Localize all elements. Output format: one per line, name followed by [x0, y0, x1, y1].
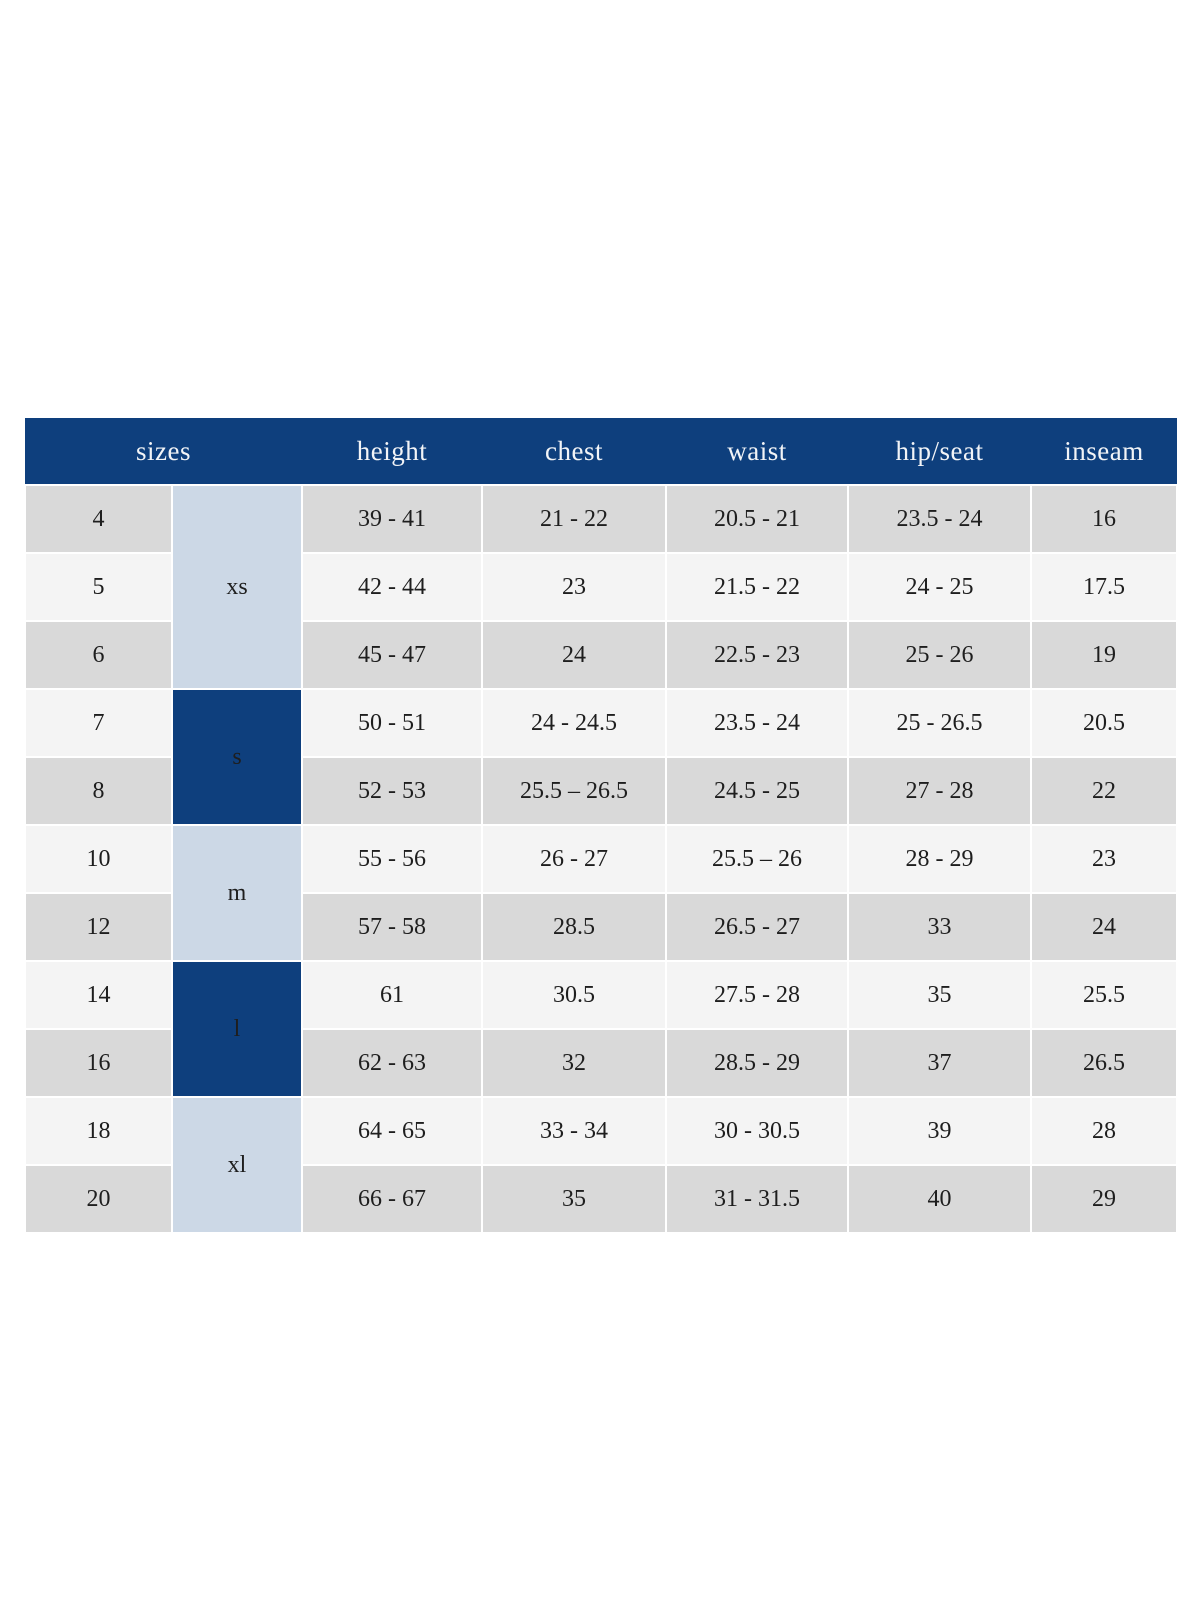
hip-seat-cell: 25 - 26	[847, 620, 1033, 690]
header-sizes: sizes	[25, 418, 303, 485]
chest-cell: 32	[481, 1028, 668, 1098]
chest-cell: 35	[481, 1164, 668, 1234]
inseam-cell: 17.5	[1030, 552, 1179, 622]
size-cell: 20	[24, 1164, 173, 1234]
inseam-cell: 23	[1030, 824, 1179, 894]
table-row-size-16: 16 62 - 63 32 28.5 - 29 37 26.5	[24, 1028, 1179, 1098]
height-cell: 45 - 47	[301, 620, 484, 690]
waist-cell: 28.5 - 29	[665, 1028, 850, 1098]
hip-seat-cell: 40	[847, 1164, 1033, 1234]
height-cell: 39 - 41	[301, 484, 484, 554]
header-height: height	[302, 418, 483, 485]
chest-cell: 24	[481, 620, 668, 690]
hip-seat-cell: 33	[847, 892, 1033, 962]
table-row-size-7: 7 s 50 - 51 24 - 24.5 23.5 - 24 25 - 26.…	[24, 688, 1179, 826]
hip-seat-cell: 23.5 - 24	[847, 484, 1033, 554]
group-cell-xs: xs	[170, 484, 304, 690]
hip-seat-cell: 27 - 28	[847, 756, 1033, 826]
waist-cell: 30 - 30.5	[665, 1096, 850, 1166]
table-row-size-18: 18 xl 64 - 65 33 - 34 30 - 30.5 39 28	[24, 1096, 1179, 1234]
hip-seat-cell: 39	[847, 1096, 1033, 1166]
size-cell: 6	[24, 620, 173, 690]
table-row-size-4: 4 xs 39 - 41 21 - 22 20.5 - 21 23.5 - 24…	[24, 484, 1179, 690]
size-cell: 18	[24, 1096, 173, 1166]
size-cell: 12	[24, 892, 173, 962]
waist-cell: 23.5 - 24	[665, 688, 850, 758]
hip-seat-cell: 37	[847, 1028, 1033, 1098]
hip-seat-cell: 35	[847, 960, 1033, 1030]
inseam-cell: 16	[1030, 484, 1179, 554]
height-cell: 66 - 67	[301, 1164, 484, 1234]
group-cell-xl: xl	[170, 1096, 304, 1234]
inseam-cell: 22	[1030, 756, 1179, 826]
inseam-cell: 28	[1030, 1096, 1179, 1166]
waist-cell: 26.5 - 27	[665, 892, 850, 962]
size-cell: 16	[24, 1028, 173, 1098]
size-cell: 5	[24, 552, 173, 622]
chest-cell: 21 - 22	[481, 484, 668, 554]
height-cell: 52 - 53	[301, 756, 484, 826]
size-cell: 10	[24, 824, 173, 894]
inseam-cell: 29	[1030, 1164, 1179, 1234]
hip-seat-cell: 24 - 25	[847, 552, 1033, 622]
hip-seat-cell: 25 - 26.5	[847, 688, 1033, 758]
chest-cell: 26 - 27	[481, 824, 668, 894]
waist-cell: 25.5 – 26	[665, 824, 850, 894]
hip-seat-cell: 28 - 29	[847, 824, 1033, 894]
size-chart: sizes height chest waist hip/seat inseam…	[24, 418, 1179, 1234]
height-cell: 64 - 65	[301, 1096, 484, 1166]
height-cell: 50 - 51	[301, 688, 484, 758]
table-row-size-20: 20 66 - 67 35 31 - 31.5 40 29	[24, 1164, 1179, 1234]
chest-cell: 25.5 – 26.5	[481, 756, 668, 826]
group-cell-m: m	[170, 824, 304, 962]
chest-cell: 24 - 24.5	[481, 688, 668, 758]
inseam-cell: 24	[1030, 892, 1179, 962]
chest-cell: 28.5	[481, 892, 668, 962]
table-row-size-6: 6 45 - 47 24 22.5 - 23 25 - 26 19	[24, 620, 1179, 690]
table-row-size-10: 10 m 55 - 56 26 - 27 25.5 – 26 28 - 29 2…	[24, 824, 1179, 962]
inseam-cell: 20.5	[1030, 688, 1179, 758]
waist-cell: 31 - 31.5	[665, 1164, 850, 1234]
header-chest: chest	[482, 418, 667, 485]
group-cell-l: l	[170, 960, 304, 1098]
size-cell: 7	[24, 688, 173, 758]
size-cell: 8	[24, 756, 173, 826]
chest-cell: 23	[481, 552, 668, 622]
waist-cell: 27.5 - 28	[665, 960, 850, 1030]
size-chart-table: sizes height chest waist hip/seat inseam…	[24, 418, 1179, 1234]
header-inseam: inseam	[1031, 418, 1178, 485]
waist-cell: 24.5 - 25	[665, 756, 850, 826]
height-cell: 57 - 58	[301, 892, 484, 962]
size-cell: 4	[24, 484, 173, 554]
height-cell: 62 - 63	[301, 1028, 484, 1098]
header-waist: waist	[666, 418, 849, 485]
size-cell: 14	[24, 960, 173, 1030]
table-row-size-8: 8 52 - 53 25.5 – 26.5 24.5 - 25 27 - 28 …	[24, 756, 1179, 826]
waist-cell: 22.5 - 23	[665, 620, 850, 690]
header-row: sizes height chest waist hip/seat inseam	[25, 418, 1178, 485]
chest-cell: 33 - 34	[481, 1096, 668, 1166]
header-hip-seat: hip/seat	[848, 418, 1032, 485]
table-row-size-14: 14 l 61 30.5 27.5 - 28 35 25.5	[24, 960, 1179, 1098]
height-cell: 61	[301, 960, 484, 1030]
height-cell: 55 - 56	[301, 824, 484, 894]
waist-cell: 20.5 - 21	[665, 484, 850, 554]
group-cell-s: s	[170, 688, 304, 826]
inseam-cell: 26.5	[1030, 1028, 1179, 1098]
chest-cell: 30.5	[481, 960, 668, 1030]
waist-cell: 21.5 - 22	[665, 552, 850, 622]
inseam-cell: 19	[1030, 620, 1179, 690]
inseam-cell: 25.5	[1030, 960, 1179, 1030]
table-row-size-5: 5 42 - 44 23 21.5 - 22 24 - 25 17.5	[24, 552, 1179, 622]
table-row-size-12: 12 57 - 58 28.5 26.5 - 27 33 24	[24, 892, 1179, 962]
height-cell: 42 - 44	[301, 552, 484, 622]
